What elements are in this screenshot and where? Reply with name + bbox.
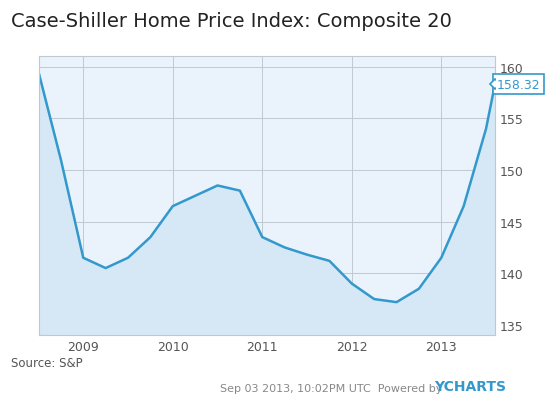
Text: YCHARTS: YCHARTS [434,379,507,393]
Text: Source: S&P: Source: S&P [11,356,82,369]
Text: 158.32: 158.32 [497,79,541,91]
Text: Sep 03 2013, 10:02PM UTC  Powered by: Sep 03 2013, 10:02PM UTC Powered by [220,383,446,393]
Text: Case-Shiller Home Price Index: Composite 20: Case-Shiller Home Price Index: Composite… [11,12,452,31]
